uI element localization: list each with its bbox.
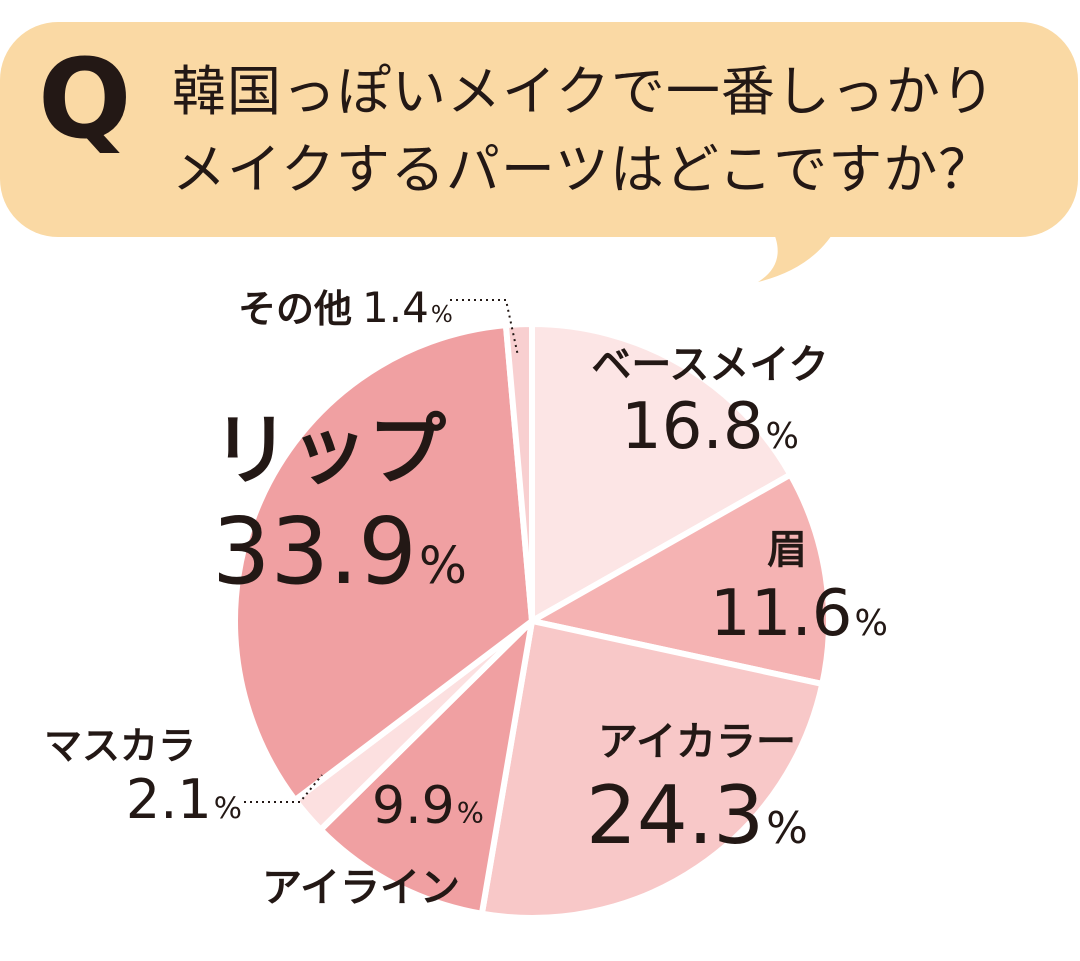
bubble-tail [758,225,838,282]
leader-line-other [450,299,519,357]
slice-value-mascara: 2.1% [125,768,242,831]
slice-label-eyecolor: アイカラー 24.3% [582,722,812,856]
question-mark: Q [38,35,132,163]
slice-label-brow: 眉 11.6% [710,527,888,651]
slice-value-other: 1.4% [362,283,453,332]
pie-slice-brow [529,471,832,687]
slice-name-lip: リップ [212,406,447,496]
question-bubble [0,22,1078,237]
slice-name-eyecolor: アイカラー [598,719,796,765]
leader-line-mascara [244,774,323,803]
slice-value-eyecolor: 24.3% [586,769,808,862]
pie-slice-other [502,321,535,624]
slice-name-eyeliner: アイライン [262,865,460,911]
slice-label-mascara: マスカラ 2.1% [44,727,242,827]
slice-label-other: その他 1.4% [238,287,453,329]
slice-name-other: その他 [238,287,353,331]
slice-name-mascara: マスカラ [44,724,197,768]
slice-name-brow: 眉 [767,527,807,573]
pie-slice-eyecolor [478,618,826,921]
slice-value-lip: 33.9% [212,498,467,605]
slice-value-base: 16.8% [621,390,799,464]
slice-label-base: ベースメイク 16.8% [585,345,835,459]
pie-slice-lip [232,322,535,804]
slice-value-eyeliner: 9.9% [372,776,484,836]
slice-value-brow: 11.6% [710,577,888,651]
pie-slice-eyeliner [317,618,535,917]
pie-slice-base [529,321,794,624]
slice-name-base: ベースメイク [591,342,829,388]
question-line-1: 韓国っぽいメイクで一番しっかり [172,60,996,123]
question-line-2: メイクするパーツはどこですか？ [172,138,994,201]
slice-label-lip: リップ 33.9% [212,412,467,598]
